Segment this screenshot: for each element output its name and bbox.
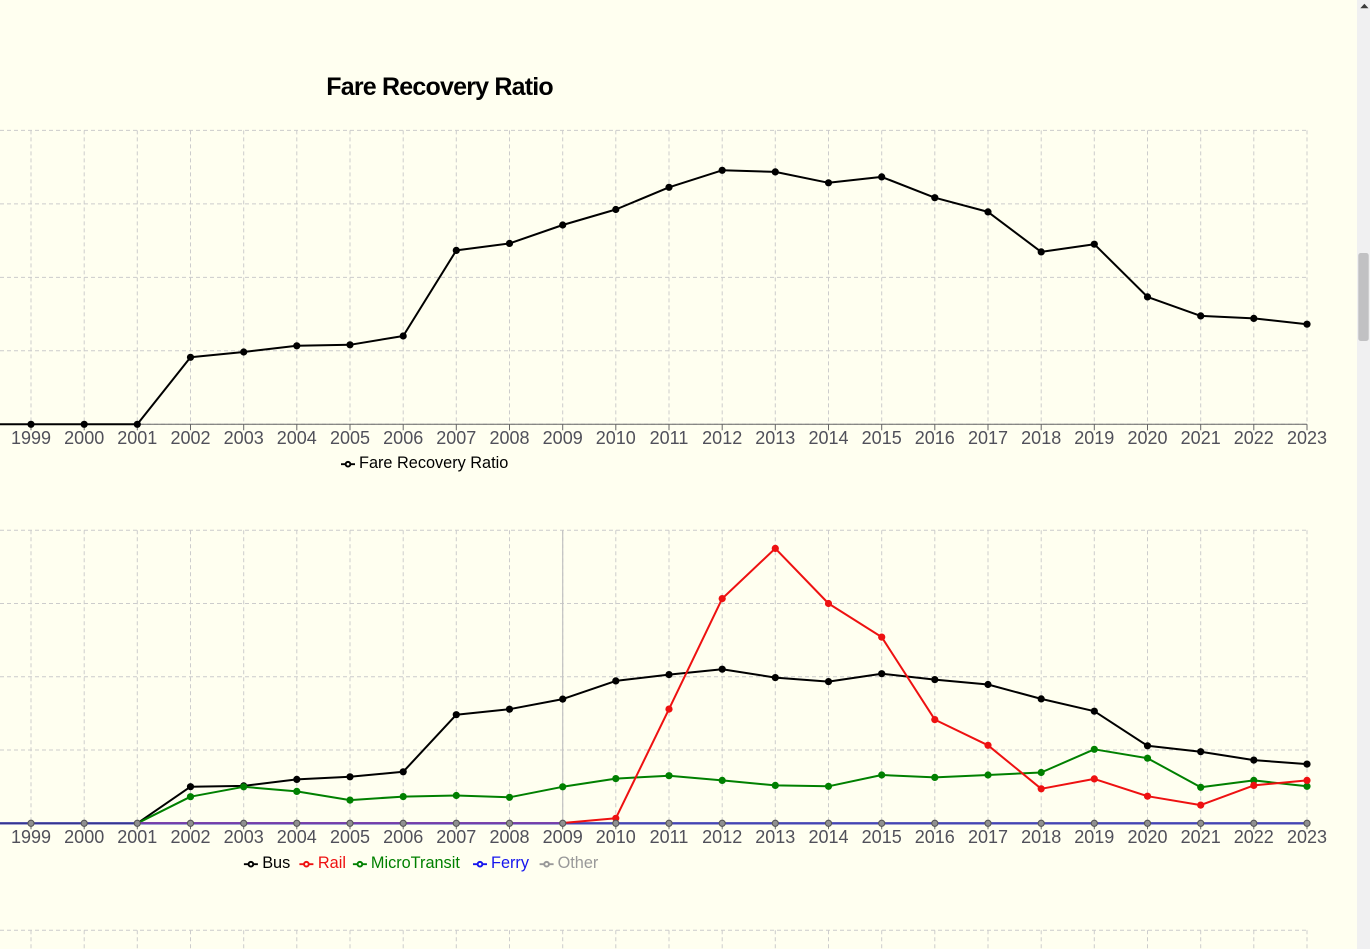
svg-text:2015: 2015 bbox=[862, 428, 902, 448]
svg-text:Other: Other bbox=[558, 854, 599, 872]
svg-text:2008: 2008 bbox=[489, 827, 529, 847]
svg-text:2011: 2011 bbox=[650, 827, 689, 847]
svg-text:Fare Recovery Ratio: Fare Recovery Ratio bbox=[359, 454, 508, 472]
svg-text:2008: 2008 bbox=[489, 428, 529, 448]
svg-text:2022: 2022 bbox=[1234, 827, 1274, 847]
svg-text:2001: 2001 bbox=[117, 428, 157, 448]
svg-text:2006: 2006 bbox=[383, 827, 423, 847]
svg-text:2014: 2014 bbox=[808, 428, 848, 448]
svg-text:2015: 2015 bbox=[862, 827, 902, 847]
svg-text:Rail: Rail bbox=[318, 854, 346, 872]
svg-text:2018: 2018 bbox=[1021, 428, 1061, 448]
svg-text:2005: 2005 bbox=[330, 827, 370, 847]
svg-text:2020: 2020 bbox=[1127, 827, 1167, 847]
svg-text:2003: 2003 bbox=[224, 428, 264, 448]
svg-text:1999: 1999 bbox=[11, 827, 51, 847]
svg-text:2019: 2019 bbox=[1074, 827, 1114, 847]
svg-text:2007: 2007 bbox=[436, 428, 476, 448]
svg-text:2023: 2023 bbox=[1287, 428, 1327, 448]
svg-text:2000: 2000 bbox=[64, 827, 104, 847]
svg-text:2021: 2021 bbox=[1181, 827, 1221, 847]
svg-text:2017: 2017 bbox=[968, 827, 1008, 847]
svg-text:2014: 2014 bbox=[808, 827, 848, 847]
svg-text:2006: 2006 bbox=[383, 428, 423, 448]
svg-text:2016: 2016 bbox=[915, 428, 955, 448]
svg-text:2021: 2021 bbox=[1181, 428, 1221, 448]
svg-text:2005: 2005 bbox=[330, 428, 370, 448]
svg-text:2004: 2004 bbox=[277, 428, 317, 448]
svg-text:2023: 2023 bbox=[1287, 827, 1327, 847]
svg-text:2019: 2019 bbox=[1074, 428, 1114, 448]
svg-text:2013: 2013 bbox=[755, 428, 795, 448]
svg-text:2000: 2000 bbox=[64, 428, 104, 448]
svg-text:2001: 2001 bbox=[117, 827, 157, 847]
svg-text:2013: 2013 bbox=[755, 827, 795, 847]
svg-text:2002: 2002 bbox=[170, 428, 210, 448]
svg-text:Fare Recovery Ratio: Fare Recovery Ratio bbox=[326, 73, 553, 101]
svg-text:2022: 2022 bbox=[1234, 428, 1274, 448]
svg-text:2007: 2007 bbox=[436, 827, 476, 847]
svg-text:Bus: Bus bbox=[262, 854, 290, 872]
svg-text:2016: 2016 bbox=[915, 827, 955, 847]
svg-text:2009: 2009 bbox=[543, 428, 583, 448]
svg-text:2004: 2004 bbox=[277, 827, 317, 847]
svg-text:2012: 2012 bbox=[702, 827, 742, 847]
svg-text:2002: 2002 bbox=[170, 827, 210, 847]
svg-text:2017: 2017 bbox=[968, 428, 1008, 448]
svg-text:2010: 2010 bbox=[596, 428, 636, 448]
svg-text:2003: 2003 bbox=[224, 827, 264, 847]
svg-text:2012: 2012 bbox=[702, 428, 742, 448]
svg-text:MicroTransit: MicroTransit bbox=[371, 854, 460, 872]
svg-text:2009: 2009 bbox=[543, 827, 583, 847]
svg-text:1999: 1999 bbox=[11, 428, 51, 448]
svg-text:Ferry: Ferry bbox=[491, 854, 530, 872]
svg-text:2018: 2018 bbox=[1021, 827, 1061, 847]
svg-text:2010: 2010 bbox=[596, 827, 636, 847]
svg-text:2011: 2011 bbox=[650, 428, 689, 448]
svg-text:2020: 2020 bbox=[1127, 428, 1167, 448]
